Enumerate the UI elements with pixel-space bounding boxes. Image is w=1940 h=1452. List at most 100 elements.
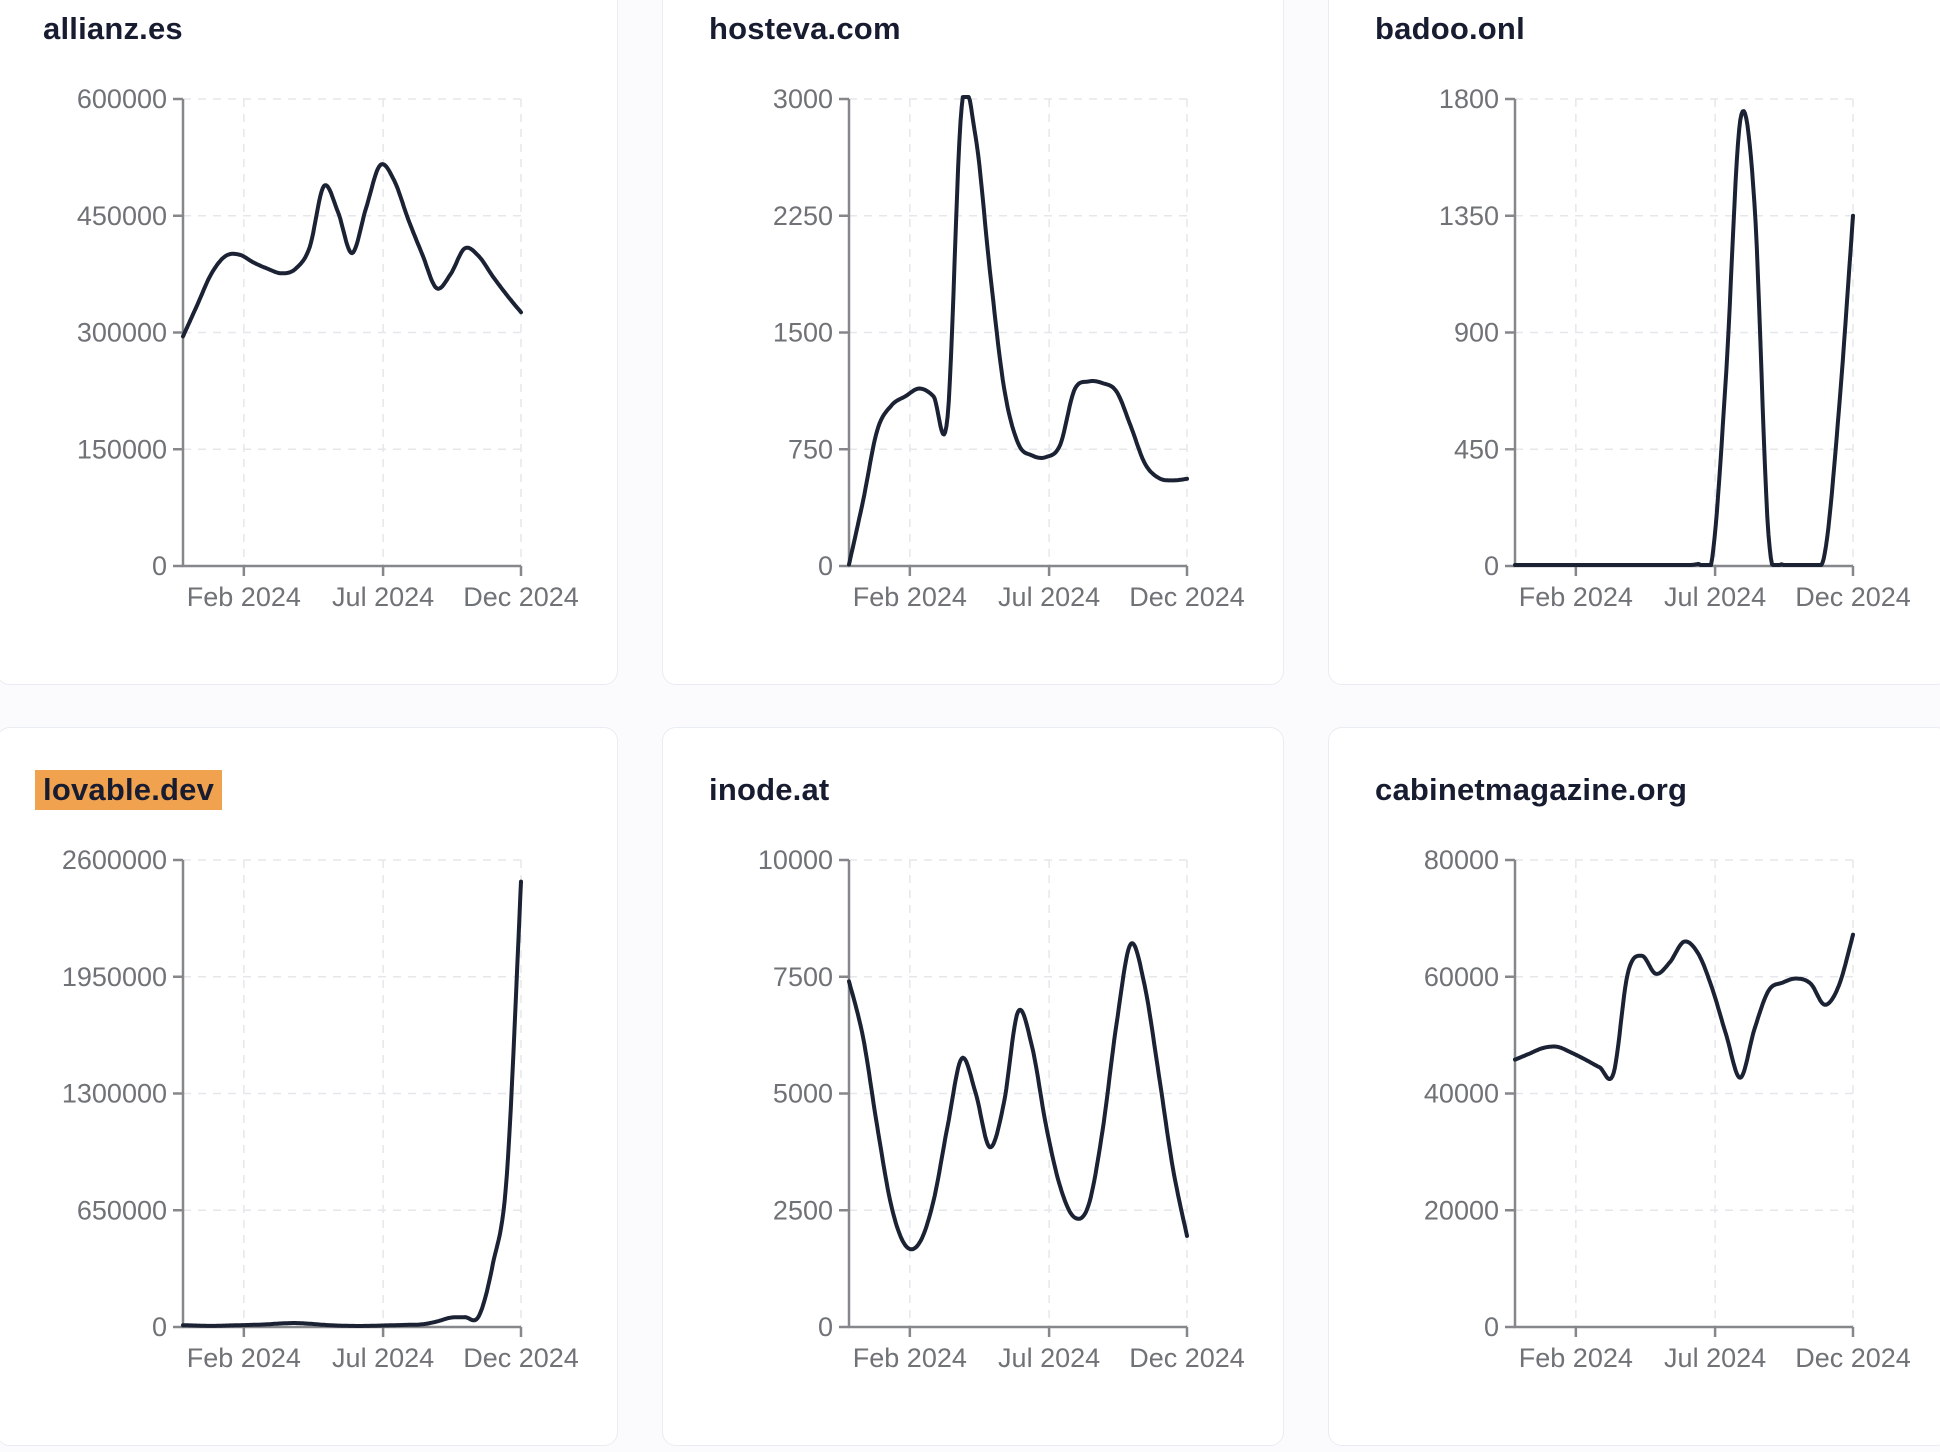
axes — [1505, 97, 1855, 576]
x-tick-label: Feb 2024 — [853, 582, 967, 612]
traffic-chart: 0 150000 300000 450000 600000 Feb 2024 Jul 202… — [77, 84, 579, 612]
x-tick-label: Feb 2024 — [187, 582, 301, 612]
x-tick-label: Dec 2024 — [1129, 582, 1245, 612]
x-tick-label: Jul 2024 — [998, 582, 1100, 612]
traffic-chart: 0 750 1500 2250 3000 Feb 2024 Jul 2024 Dec 2024 — [773, 84, 1245, 612]
y-tick-label: 3000 — [773, 84, 833, 114]
line-series — [181, 879, 523, 1328]
y-tick-label: 7500 — [773, 962, 833, 992]
y-tick-label: 1500 — [773, 318, 833, 348]
x-tick-label: Feb 2024 — [1519, 582, 1633, 612]
x-tick-label: Dec 2024 — [1795, 582, 1911, 612]
domain-title-text: lovable.dev — [35, 770, 223, 810]
traffic-chart: 0 2500 5000 7500 10000 Feb 2024 Jul 2024 Dec 20… — [758, 845, 1245, 1373]
x-tick-label: Jul 2024 — [1664, 582, 1766, 612]
gridlines — [1515, 859, 1854, 1327]
x-tick-label: Feb 2024 — [853, 1343, 967, 1373]
axis-domain — [181, 860, 521, 1329]
axes — [839, 858, 1189, 1337]
domain-title-text: cabinetmagazine.org — [1375, 772, 1688, 807]
x-tick-label: Jul 2024 — [1664, 1343, 1766, 1373]
y-tick-label: 60000 — [1424, 962, 1499, 992]
y-tick-label: 40000 — [1424, 1079, 1499, 1109]
y-tick-label: 650000 — [77, 1195, 167, 1225]
line-series — [847, 941, 1189, 1252]
y-tick-label: 10000 — [758, 845, 833, 875]
y-tick-label: 1350 — [1439, 201, 1499, 231]
y-tick-label: 300000 — [77, 318, 167, 348]
y-tick-label: 750 — [788, 434, 833, 464]
y-tick-label: 0 — [1484, 1312, 1499, 1342]
domain-title: hosteva.com — [701, 11, 909, 47]
domain-title-text: badoo.onl — [1375, 11, 1525, 46]
y-tick-label: 0 — [818, 551, 833, 581]
domain-title-text: inode.at — [709, 772, 830, 807]
domain-title-text: allianz.es — [43, 11, 183, 46]
x-tick-label: Dec 2024 — [463, 582, 579, 612]
y-tick-label: 0 — [818, 1312, 833, 1342]
x-tick-label: Jul 2024 — [332, 1343, 434, 1373]
y-tick-label: 20000 — [1424, 1195, 1499, 1225]
y-tick-label: 450000 — [77, 201, 167, 231]
axes — [1505, 858, 1855, 1337]
axis-domain — [847, 99, 1187, 568]
chart-card[interactable]: hosteva.com 0 750 1500 2250 3000 Feb 2024 Jul … — [662, 0, 1284, 685]
gridlines — [183, 859, 522, 1327]
chart-card[interactable]: badoo.onl 0 450 900 1350 1800 Feb 2024 Jul 202… — [1328, 0, 1940, 685]
y-tick-label: 1800 — [1439, 84, 1499, 114]
chart-card[interactable]: lovable.dev 0 650000 1300000 1950000 2600000… — [0, 727, 618, 1446]
axes — [173, 858, 523, 1337]
y-tick-label: 5000 — [773, 1079, 833, 1109]
domain-title: lovable.dev — [35, 770, 223, 810]
y-tick-label: 450 — [1454, 434, 1499, 464]
axis-labels: 0 150000 300000 450000 600000 Feb 2024 Jul 202… — [77, 84, 579, 612]
axis-domain — [1513, 99, 1853, 568]
line-series — [1513, 109, 1855, 567]
y-tick-label: 1300000 — [62, 1079, 167, 1109]
y-tick-label: 1950000 — [62, 962, 167, 992]
domain-title: badoo.onl — [1367, 11, 1533, 47]
axis-domain — [181, 99, 521, 568]
traffic-chart: 0 450 900 1350 1800 Feb 2024 Jul 2024 Dec 2024 — [1439, 84, 1911, 612]
axes — [173, 97, 523, 576]
axis-labels: 0 20000 40000 60000 80000 Feb 2024 Jul 2024 Dec… — [1424, 845, 1911, 1373]
y-tick-label: 600000 — [77, 84, 167, 114]
y-tick-label: 2600000 — [62, 845, 167, 875]
gridlines — [849, 98, 1188, 566]
x-tick-label: Jul 2024 — [998, 1343, 1100, 1373]
gridlines — [183, 98, 522, 566]
x-tick-label: Jul 2024 — [332, 582, 434, 612]
traffic-chart: 0 650000 1300000 1950000 2600000 Feb 2024 Jul … — [62, 845, 579, 1373]
y-tick-label: 900 — [1454, 318, 1499, 348]
y-tick-label: 2250 — [773, 201, 833, 231]
line-series — [1513, 932, 1855, 1081]
chart-card[interactable]: inode.at 0 2500 5000 7500 10000 Feb 2024 Jul 2… — [662, 727, 1284, 1446]
y-tick-label: 80000 — [1424, 845, 1499, 875]
axis-domain — [847, 860, 1187, 1329]
domain-title: cabinetmagazine.org — [1367, 772, 1695, 808]
traffic-chart: 0 20000 40000 60000 80000 Feb 2024 Jul 2024 Dec… — [1424, 845, 1911, 1373]
axes — [839, 97, 1189, 576]
gridlines — [1515, 98, 1854, 566]
x-tick-label: Dec 2024 — [463, 1343, 579, 1373]
chart-card[interactable]: cabinetmagazine.org 0 20000 40000 60000 8000… — [1328, 727, 1940, 1446]
y-tick-label: 0 — [152, 551, 167, 581]
domain-title: allianz.es — [35, 11, 191, 47]
axis-labels: 0 2500 5000 7500 10000 Feb 2024 Jul 2024 Dec 20… — [758, 845, 1245, 1373]
chart-card[interactable]: allianz.es 0 150000 300000 450000 600000 Feb … — [0, 0, 618, 685]
y-tick-label: 150000 — [77, 434, 167, 464]
axis-labels: 0 750 1500 2250 3000 Feb 2024 Jul 2024 Dec 2024 — [773, 84, 1245, 612]
y-tick-label: 0 — [152, 1312, 167, 1342]
y-tick-label: 0 — [1484, 551, 1499, 581]
x-tick-label: Dec 2024 — [1129, 1343, 1245, 1373]
axis-labels: 0 650000 1300000 1950000 2600000 Feb 2024 Jul … — [62, 845, 579, 1373]
axis-domain — [1513, 860, 1853, 1329]
gridlines — [849, 859, 1188, 1327]
x-tick-label: Dec 2024 — [1795, 1343, 1911, 1373]
axis-labels: 0 450 900 1350 1800 Feb 2024 Jul 2024 Dec 2024 — [1439, 84, 1911, 612]
y-tick-label: 2500 — [773, 1195, 833, 1225]
domain-title: inode.at — [701, 772, 837, 808]
x-tick-label: Feb 2024 — [1519, 1343, 1633, 1373]
domain-title-text: hosteva.com — [709, 11, 901, 46]
